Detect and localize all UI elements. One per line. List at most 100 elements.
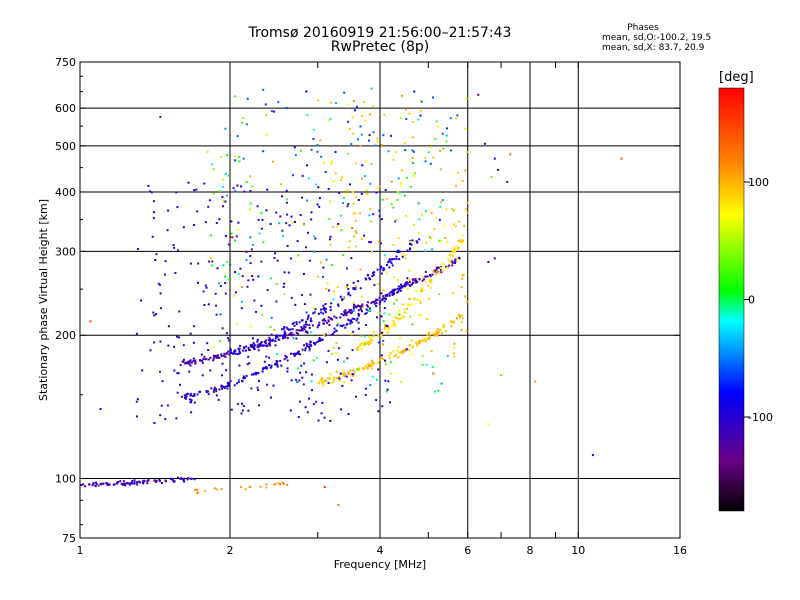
echo-point <box>398 313 401 316</box>
echo-point <box>329 235 332 238</box>
echo-point <box>375 302 378 305</box>
echo-point <box>351 227 354 229</box>
echo-point <box>273 329 276 331</box>
echo-point <box>365 308 368 311</box>
echo-point <box>240 300 243 303</box>
echo-point <box>382 320 385 323</box>
echo-point <box>410 339 413 342</box>
echo-point <box>419 109 422 112</box>
echo-point <box>324 303 327 305</box>
echo-point <box>425 281 427 284</box>
echo-point <box>361 115 364 117</box>
echo-point <box>318 197 321 200</box>
echo-point <box>283 293 286 296</box>
echo-point <box>209 257 212 259</box>
echo-point <box>391 258 394 261</box>
echo-point <box>356 368 359 371</box>
echo-point <box>264 342 267 345</box>
echo-point <box>387 380 390 383</box>
echo-point <box>309 319 312 322</box>
echo-point <box>332 380 335 383</box>
echo-point <box>439 205 442 208</box>
echo-point <box>355 232 358 235</box>
echo-point <box>260 304 263 307</box>
echo-point <box>302 383 305 386</box>
echo-point <box>206 342 209 345</box>
echo-point <box>262 241 265 244</box>
echo-point <box>345 311 348 314</box>
echo-point <box>357 138 359 141</box>
echo-point <box>455 225 458 228</box>
echo-point <box>384 359 386 362</box>
echo-point <box>135 332 138 335</box>
echo-point <box>263 340 266 343</box>
echo-point <box>215 356 218 359</box>
echo-point <box>147 184 150 187</box>
echo-point <box>257 218 260 221</box>
echo-point <box>245 259 248 262</box>
echo-point <box>408 279 411 282</box>
echo-point <box>290 379 293 382</box>
echo-point <box>509 153 512 156</box>
echo-point <box>429 274 431 276</box>
echo-point <box>372 274 375 276</box>
echo-point <box>171 478 174 481</box>
echo-point <box>331 264 334 267</box>
echo-point <box>390 361 393 364</box>
echo-point <box>153 211 155 214</box>
echo-point <box>256 386 259 389</box>
echo-point <box>173 246 176 249</box>
echo-point <box>335 102 337 104</box>
echo-point <box>229 347 232 350</box>
echo-point <box>182 344 185 347</box>
echo-point <box>95 481 97 484</box>
echo-point <box>453 249 456 252</box>
echo-point <box>390 180 393 183</box>
echo-point <box>142 482 145 485</box>
echo-point <box>459 316 461 319</box>
echo-point <box>172 479 174 482</box>
echo-point <box>449 253 452 256</box>
echo-point <box>329 238 331 241</box>
echo-point <box>446 241 449 243</box>
echo-point <box>234 271 237 273</box>
echo-point <box>232 187 235 190</box>
echo-point <box>329 306 332 309</box>
echo-point <box>327 289 330 292</box>
echo-point <box>444 237 447 239</box>
echo-point <box>358 367 361 370</box>
echo-point <box>438 293 440 296</box>
echo-point <box>500 374 503 376</box>
echo-point <box>286 367 289 370</box>
echo-point <box>337 223 340 225</box>
echo-point <box>355 395 357 398</box>
echo-point <box>354 219 357 222</box>
echo-point <box>307 314 310 317</box>
echo-point <box>272 338 275 341</box>
echo-point <box>275 353 278 356</box>
echo-point <box>256 205 259 208</box>
echo-point <box>305 246 308 249</box>
echo-point <box>196 488 199 491</box>
echo-point <box>413 223 415 226</box>
echo-point <box>388 357 391 360</box>
echo-point <box>304 330 307 333</box>
echo-point <box>320 311 323 314</box>
echo-point <box>316 340 319 343</box>
echo-point <box>270 339 272 342</box>
echo-point <box>409 304 411 307</box>
echo-point <box>246 285 249 288</box>
echo-point <box>196 492 199 495</box>
echo-point <box>246 97 249 100</box>
grid-lines <box>80 62 680 538</box>
echo-point <box>351 349 354 352</box>
echo-point <box>301 329 304 332</box>
echo-point <box>354 370 356 373</box>
echo-point <box>210 387 213 390</box>
echo-point <box>333 327 336 330</box>
echo-point <box>293 146 296 149</box>
echo-point <box>357 346 360 349</box>
echo-point <box>350 379 353 382</box>
echo-point <box>457 239 460 242</box>
echo-point <box>226 337 229 340</box>
